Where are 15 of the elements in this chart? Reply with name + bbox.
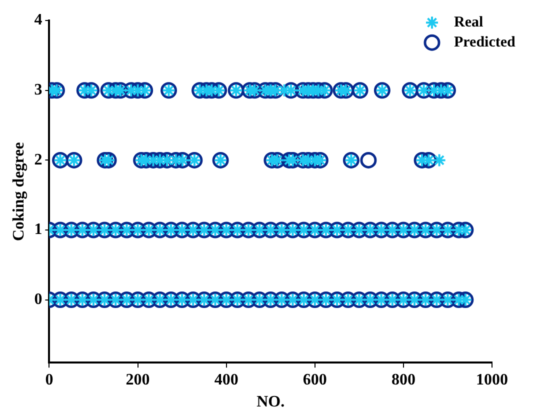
x-tick-label: 1000 (476, 371, 508, 388)
x-tick-label: 400 (214, 371, 238, 388)
x-tick-label: 600 (302, 371, 327, 388)
y-tick-label: 2 (34, 151, 42, 168)
y-tick-label: 3 (34, 82, 42, 99)
y-tick-label: 0 (34, 290, 42, 308)
legend-label: Real (454, 14, 484, 30)
x-tick-label: 800 (391, 371, 416, 388)
x-axis-title: NO. (256, 394, 285, 411)
legend-label: Predicted (454, 34, 516, 50)
x-tick-label: 200 (126, 371, 150, 388)
y-axis-title: Coking degree (10, 142, 28, 242)
y-tick-label: 4 (34, 12, 42, 29)
y-tick-label: 1 (34, 221, 42, 238)
x-tick-label: 0 (45, 371, 54, 388)
